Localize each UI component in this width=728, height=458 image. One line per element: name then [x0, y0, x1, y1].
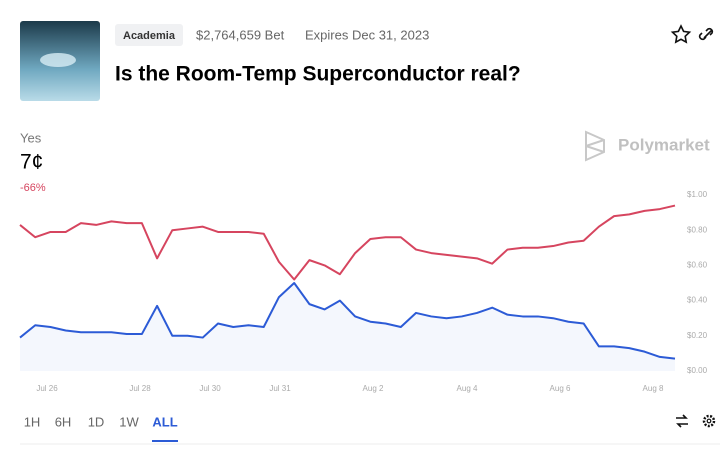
x-tick-label: Aug 6: [550, 384, 571, 393]
y-tick-label: $1.00: [687, 190, 708, 199]
timeframe-button[interactable]: ALL: [152, 414, 177, 429]
volume: $2,764,659 Bet: [196, 27, 285, 42]
market-title: Is the Room-Temp Superconductor real?: [115, 63, 521, 86]
price-change: -66%: [20, 182, 46, 194]
line: [19, 204, 676, 281]
y-tick-label: $0.20: [687, 331, 708, 340]
settings-icon[interactable]: [702, 414, 716, 428]
brand: Polymarket: [618, 135, 710, 154]
y-tick-label: $0.60: [687, 261, 708, 270]
link-icon[interactable]: [698, 27, 714, 41]
line: [19, 282, 676, 360]
brand-logo: [585, 130, 605, 162]
x-tick-label: Jul 31: [269, 384, 291, 393]
y-tick-label: $0.40: [687, 296, 708, 305]
area: [20, 283, 675, 371]
expires: Expires Dec 31, 2023: [305, 27, 429, 42]
y-tick-label: $0.00: [687, 366, 708, 375]
star-icon[interactable]: [670, 24, 692, 44]
price: 7¢: [20, 151, 43, 174]
image-disc: [40, 53, 76, 67]
outcome: Yes: [20, 130, 42, 145]
x-tick-label: Jul 26: [36, 384, 58, 393]
timeframe-button[interactable]: 1D: [88, 414, 105, 429]
x-tick-label: Aug 4: [457, 384, 478, 393]
x-tick-label: Jul 30: [199, 384, 221, 393]
x-tick-label: Aug 8: [643, 384, 664, 393]
x-tick-label: Aug 2: [363, 384, 384, 393]
timeframe-button[interactable]: 1H: [24, 414, 41, 429]
tag[interactable]: Academia: [123, 30, 176, 42]
x-tick-label: Jul 28: [129, 384, 151, 393]
tag-chip[interactable]: [115, 24, 183, 46]
timeframe-button[interactable]: 6H: [55, 414, 72, 429]
timeframe-button[interactable]: 1W: [119, 414, 139, 429]
swap-icon[interactable]: [676, 414, 688, 428]
settings-icon-center: [706, 418, 712, 424]
y-tick-label: $0.80: [687, 225, 708, 234]
